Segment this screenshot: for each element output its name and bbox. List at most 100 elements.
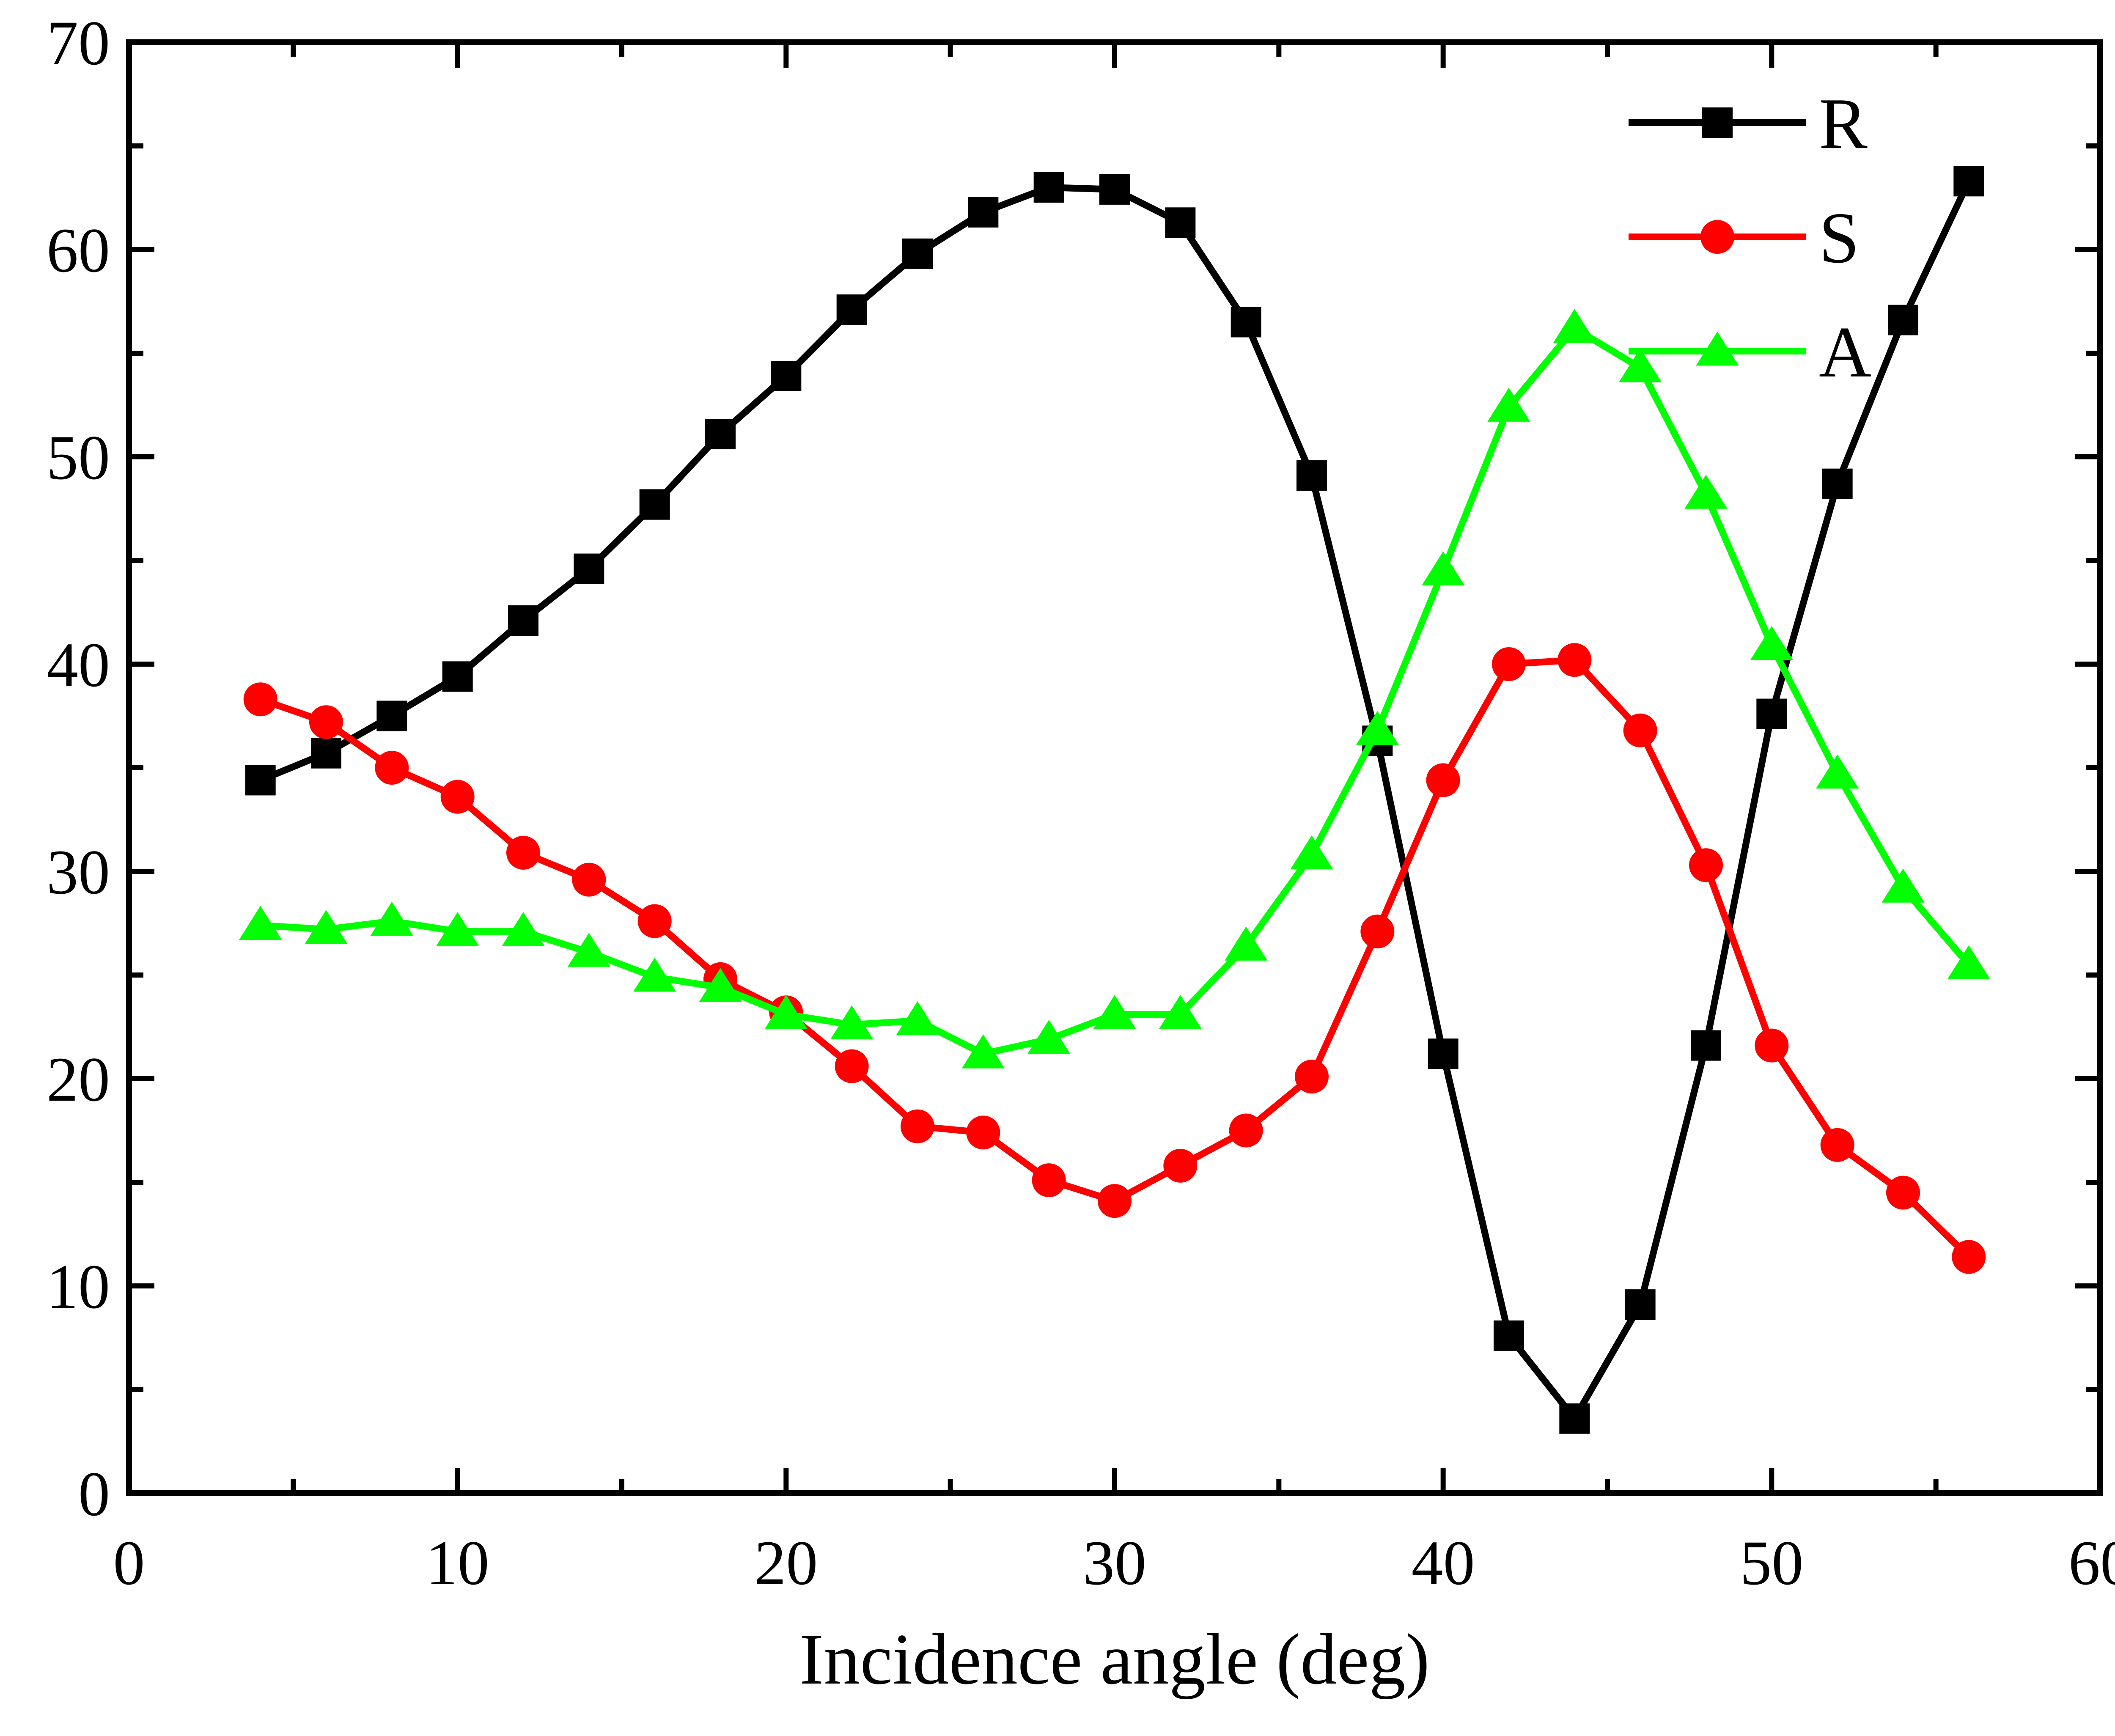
data-point-A xyxy=(1093,995,1136,1029)
y-tick-label: 70 xyxy=(47,8,110,78)
y-tick-label: 40 xyxy=(47,630,110,700)
legend-marker-A xyxy=(1696,332,1739,366)
data-point-S xyxy=(1360,915,1395,949)
data-point-S xyxy=(1492,647,1526,681)
legend-label-A: A xyxy=(1819,312,1871,393)
data-point-S xyxy=(637,904,672,938)
y-tick-label: 0 xyxy=(78,1459,110,1529)
series-line-S xyxy=(259,656,1971,1260)
data-point-S xyxy=(440,780,475,814)
data-point-A xyxy=(370,901,413,936)
data-point-S xyxy=(835,1049,869,1083)
data-point-A xyxy=(1882,868,1925,903)
data-point-A xyxy=(1356,711,1399,745)
data-point-R xyxy=(639,489,670,520)
data-point-S xyxy=(1820,1128,1854,1162)
x-tick-label: 30 xyxy=(1083,1528,1146,1598)
y-tick-label: 60 xyxy=(47,215,110,286)
data-point-S xyxy=(1886,1176,1920,1210)
data-point-A xyxy=(567,933,610,967)
data-point-A xyxy=(1290,835,1333,870)
data-point-A xyxy=(436,912,479,946)
tick-labels: 0 10 20 30 40 50 60 0 10 20 30 40 50 60 70 xyxy=(47,8,2115,1598)
legend-entry-S: S xyxy=(1629,198,1860,278)
x-tick-label: 40 xyxy=(1412,1528,1475,1598)
data-point-S xyxy=(1689,848,1723,882)
data-point-R xyxy=(1888,305,1918,335)
axis-ticks xyxy=(126,40,2103,1496)
data-point-A xyxy=(1816,754,1859,789)
data-point-R xyxy=(1756,698,1787,729)
x-tick-label: 60 xyxy=(2068,1528,2115,1598)
data-point-S xyxy=(966,1115,1000,1150)
data-point-S xyxy=(1557,643,1592,677)
series-R xyxy=(245,166,1984,1434)
legend-label-R: R xyxy=(1819,84,1868,164)
data-point-R xyxy=(442,661,473,692)
data-point-A xyxy=(1684,475,1728,509)
data-point-A xyxy=(502,912,545,946)
data-point-S xyxy=(243,682,277,717)
data-point-A xyxy=(1487,387,1530,422)
x-tick-label: 10 xyxy=(426,1528,489,1598)
legend-marker-R xyxy=(1702,107,1733,138)
y-tick-label: 10 xyxy=(47,1252,110,1322)
data-point-R xyxy=(1231,307,1261,338)
data-point-R xyxy=(1953,166,1984,197)
data-point-R xyxy=(1691,1030,1721,1061)
data-point-S xyxy=(1032,1163,1066,1198)
series-A xyxy=(239,309,1990,1069)
data-point-A xyxy=(1619,348,1662,382)
data-point-A xyxy=(1553,309,1596,343)
data-point-S xyxy=(375,751,409,785)
data-point-A xyxy=(1225,926,1268,961)
data-point-R xyxy=(705,419,736,450)
data-point-R xyxy=(1822,468,1853,499)
x-tick-label: 50 xyxy=(1740,1528,1803,1598)
data-point-S xyxy=(1229,1113,1263,1148)
data-point-S xyxy=(1426,763,1460,797)
data-point-A xyxy=(1027,1019,1071,1054)
data-point-A xyxy=(633,957,676,992)
x-tick-label: 0 xyxy=(113,1528,145,1598)
data-point-R xyxy=(1494,1320,1524,1351)
data-point-R xyxy=(1033,172,1064,203)
data-point-A xyxy=(1750,626,1793,660)
data-point-S xyxy=(1952,1240,1986,1274)
legend-label-S: S xyxy=(1819,198,1860,278)
data-point-S xyxy=(901,1109,934,1143)
data-point-R xyxy=(902,238,933,269)
data-point-S xyxy=(1098,1184,1132,1218)
data-point-R xyxy=(836,294,867,325)
series-layer xyxy=(239,166,1990,1434)
data-point-R xyxy=(1296,460,1327,491)
data-point-S xyxy=(1623,713,1657,747)
data-point-S xyxy=(506,835,540,870)
data-point-R xyxy=(508,605,538,636)
data-point-R xyxy=(1099,174,1130,205)
data-point-A xyxy=(961,1034,1005,1069)
data-point-A xyxy=(830,1005,873,1040)
data-point-S xyxy=(1295,1060,1329,1094)
x-axis-title: Incidence angle (deg) xyxy=(799,1619,1430,1700)
data-point-R xyxy=(968,197,999,228)
data-point-R xyxy=(771,360,802,391)
data-point-S xyxy=(572,863,606,897)
legend-entry-A: A xyxy=(1629,312,1871,393)
data-point-A xyxy=(239,906,282,940)
legend: RSA xyxy=(1629,84,1871,393)
data-point-A xyxy=(1422,551,1465,585)
data-point-R xyxy=(245,765,276,796)
data-point-A xyxy=(1947,945,1990,979)
data-point-R xyxy=(311,738,341,769)
plot-frame xyxy=(126,39,2103,1496)
data-point-S xyxy=(1755,1028,1789,1063)
data-point-A xyxy=(699,968,742,1002)
data-point-A xyxy=(896,1001,939,1036)
data-point-R xyxy=(1559,1403,1590,1434)
y-tick-label: 20 xyxy=(47,1044,110,1115)
series-line-R xyxy=(259,179,1972,1422)
x-tick-label: 20 xyxy=(754,1528,818,1598)
legend-marker-S xyxy=(1700,220,1734,254)
